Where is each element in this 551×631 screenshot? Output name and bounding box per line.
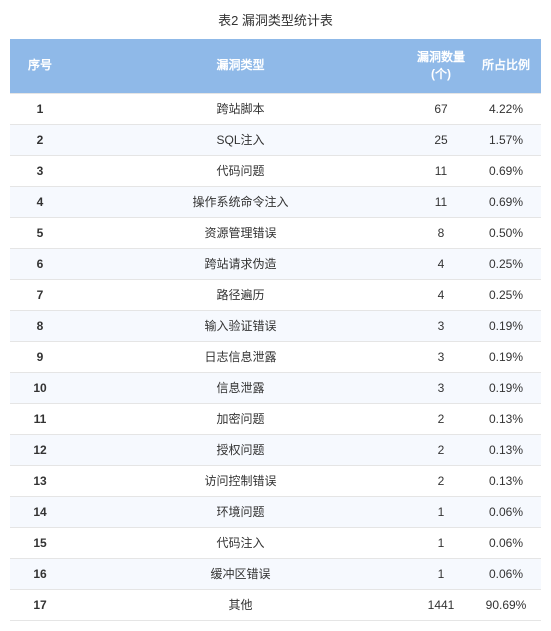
cell-count: 1 (411, 527, 471, 558)
cell-type: 缓冲区错误 (70, 558, 411, 589)
table-header-row: 序号 漏洞类型 漏洞数量(个) 所占比例 (10, 39, 541, 93)
cell-index: 1 (10, 93, 70, 124)
cell-count: 8 (411, 217, 471, 248)
cell-index: 13 (10, 465, 70, 496)
cell-count: 2 (411, 434, 471, 465)
cell-ratio: 0.19% (471, 341, 541, 372)
cell-ratio: 0.50% (471, 217, 541, 248)
cell-type: 资源管理错误 (70, 217, 411, 248)
cell-index: 10 (10, 372, 70, 403)
cell-type: 日志信息泄露 (70, 341, 411, 372)
cell-type: 跨站脚本 (70, 93, 411, 124)
cell-ratio: 0.69% (471, 155, 541, 186)
cell-index: 6 (10, 248, 70, 279)
cell-index: 5 (10, 217, 70, 248)
table-row: 14环境问题10.06% (10, 496, 541, 527)
cell-type: 环境问题 (70, 496, 411, 527)
table-row: 17其他144190.69% (10, 589, 541, 620)
cell-count: 1 (411, 496, 471, 527)
table-row: 1跨站脚本674.22% (10, 93, 541, 124)
table-title: 表2 漏洞类型统计表 (10, 10, 541, 29)
table-row: 10信息泄露30.19% (10, 372, 541, 403)
cell-index: 17 (10, 589, 70, 620)
col-header-index: 序号 (10, 39, 70, 93)
cell-count: 1 (411, 558, 471, 589)
col-header-type: 漏洞类型 (70, 39, 411, 93)
table-row: 4操作系统命令注入110.69% (10, 186, 541, 217)
cell-ratio: 0.13% (471, 465, 541, 496)
table-row: 13访问控制错误20.13% (10, 465, 541, 496)
cell-index: 15 (10, 527, 70, 558)
cell-index: 9 (10, 341, 70, 372)
table-row: 11加密问题20.13% (10, 403, 541, 434)
cell-ratio: 0.25% (471, 248, 541, 279)
table-row: 7路径遍历40.25% (10, 279, 541, 310)
cell-index: 2 (10, 124, 70, 155)
cell-count: 1441 (411, 589, 471, 620)
cell-ratio: 0.06% (471, 496, 541, 527)
cell-type: 输入验证错误 (70, 310, 411, 341)
cell-type: 加密问题 (70, 403, 411, 434)
table-row: 9日志信息泄露30.19% (10, 341, 541, 372)
cell-type: 访问控制错误 (70, 465, 411, 496)
table-row: 12授权问题20.13% (10, 434, 541, 465)
cell-count: 2 (411, 403, 471, 434)
cell-index: 11 (10, 403, 70, 434)
cell-ratio: 0.25% (471, 279, 541, 310)
cell-ratio: 0.19% (471, 372, 541, 403)
table-row: 5资源管理错误80.50% (10, 217, 541, 248)
cell-ratio: 90.69% (471, 589, 541, 620)
table-row: 2SQL注入251.57% (10, 124, 541, 155)
cell-count: 11 (411, 155, 471, 186)
cell-type: 路径遍历 (70, 279, 411, 310)
cell-index: 4 (10, 186, 70, 217)
table-row: 6跨站请求伪造40.25% (10, 248, 541, 279)
cell-ratio: 1.57% (471, 124, 541, 155)
col-header-count: 漏洞数量(个) (411, 39, 471, 93)
cell-ratio: 0.69% (471, 186, 541, 217)
cell-ratio: 0.13% (471, 403, 541, 434)
table-row: 16缓冲区错误10.06% (10, 558, 541, 589)
table-row: 8输入验证错误30.19% (10, 310, 541, 341)
cell-count: 3 (411, 310, 471, 341)
cell-count: 11 (411, 186, 471, 217)
cell-ratio: 0.13% (471, 434, 541, 465)
cell-count: 4 (411, 279, 471, 310)
cell-count: 4 (411, 248, 471, 279)
cell-count: 25 (411, 124, 471, 155)
cell-index: 12 (10, 434, 70, 465)
cell-ratio: 0.06% (471, 558, 541, 589)
cell-count: 3 (411, 341, 471, 372)
cell-type: 跨站请求伪造 (70, 248, 411, 279)
table-row: 15代码注入10.06% (10, 527, 541, 558)
cell-ratio: 0.06% (471, 527, 541, 558)
cell-type: 信息泄露 (70, 372, 411, 403)
cell-index: 3 (10, 155, 70, 186)
cell-type: 其他 (70, 589, 411, 620)
cell-ratio: 4.22% (471, 93, 541, 124)
cell-index: 16 (10, 558, 70, 589)
cell-count: 67 (411, 93, 471, 124)
cell-index: 8 (10, 310, 70, 341)
cell-type: 代码注入 (70, 527, 411, 558)
cell-type: 授权问题 (70, 434, 411, 465)
cell-count: 2 (411, 465, 471, 496)
cell-type: SQL注入 (70, 124, 411, 155)
col-header-ratio: 所占比例 (471, 39, 541, 93)
cell-index: 14 (10, 496, 70, 527)
table-row: 3代码问题110.69% (10, 155, 541, 186)
cell-type: 操作系统命令注入 (70, 186, 411, 217)
cell-ratio: 0.19% (471, 310, 541, 341)
cell-index: 7 (10, 279, 70, 310)
vulnerability-table: 序号 漏洞类型 漏洞数量(个) 所占比例 1跨站脚本674.22%2SQL注入2… (10, 39, 541, 621)
cell-type: 代码问题 (70, 155, 411, 186)
cell-count: 3 (411, 372, 471, 403)
